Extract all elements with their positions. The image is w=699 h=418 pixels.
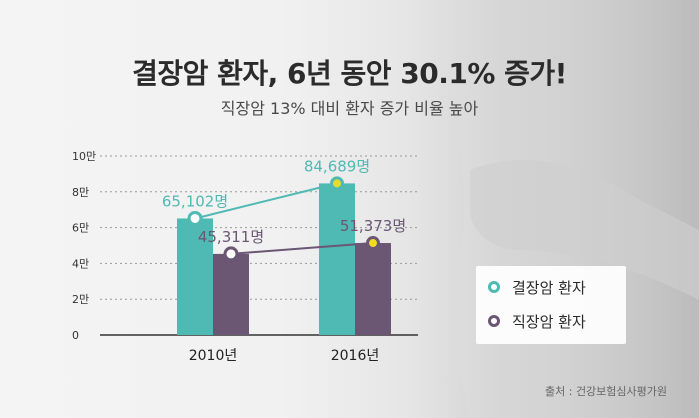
bar-rectal-1 [355, 243, 391, 335]
data-label-colon-0: 65,102명 [162, 192, 228, 210]
y-tick-label-1: 2만 [72, 293, 89, 306]
y-tick-label-2: 4만 [72, 257, 89, 270]
bar-colon-1 [319, 183, 355, 335]
y-tick-label-3: 6만 [72, 222, 89, 235]
marker-rectal-0 [223, 246, 239, 262]
legend-item-colon: 결장암 환자 [488, 275, 586, 299]
x-category-label-0: 2010년 [189, 348, 238, 364]
data-label-rectal-1: 51,373명 [340, 217, 406, 235]
legend-label-rectal: 직장암 환자 [512, 312, 586, 331]
y-tick-label-0: 0 [72, 329, 79, 342]
marker-colon-0 [187, 210, 203, 226]
page-subtitle: 직장암 13% 대비 환자 증가 비율 높아 [220, 99, 479, 118]
x-category-label-1: 2016년 [331, 348, 380, 364]
y-tick-label-4: 8만 [72, 186, 89, 199]
legend-label-colon: 결장암 환자 [512, 278, 586, 297]
trend-line-rectal [230, 242, 374, 255]
data-label-colon-1: 84,689명 [304, 157, 370, 175]
bar-colon-0 [177, 218, 213, 335]
y-tick-label-5: 10만 [72, 150, 96, 163]
legend-item-rectal: 직장암 환자 [488, 309, 586, 333]
marker-rectal-1 [369, 239, 377, 248]
legend-marker-rectal [488, 315, 500, 327]
legend-marker-colon [488, 281, 500, 293]
legend: 결장암 환자 직장암 환자 [476, 266, 626, 344]
data-label-rectal-0: 45,311명 [198, 228, 264, 246]
trend-line-colon [194, 182, 338, 220]
source-note: 출처 : 건강보험심사평가원 [545, 385, 668, 398]
bar-rectal-0 [213, 253, 249, 335]
page-title: 결장암 환자, 6년 동안 30.1% 증가! [132, 57, 567, 90]
marker-colon-1 [333, 179, 341, 188]
